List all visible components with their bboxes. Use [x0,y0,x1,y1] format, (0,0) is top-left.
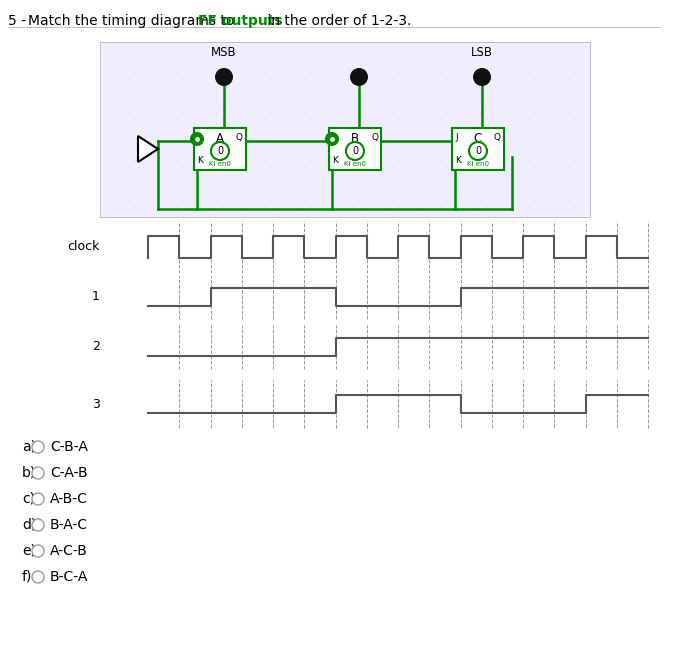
Text: Q: Q [371,133,378,142]
Text: Kl en0: Kl en0 [467,161,489,167]
Bar [329,128,381,170]
Text: clock: clock [68,241,100,254]
Circle shape [346,142,364,160]
Circle shape [32,493,44,505]
Text: B: B [351,132,359,145]
Polygon shape [138,136,158,162]
Text: in the order of 1-2-3.: in the order of 1-2-3. [263,14,411,28]
Text: Q: Q [236,133,243,142]
Text: 0: 0 [217,146,223,156]
Circle shape [211,142,229,160]
Text: 3: 3 [92,398,100,411]
Text: LSB: LSB [471,46,493,59]
Text: Q: Q [494,133,501,142]
Text: FF outputs: FF outputs [198,14,282,28]
Text: A-B-C: A-B-C [50,492,88,506]
Circle shape [32,571,44,583]
Bar [194,128,246,170]
Text: d): d) [22,518,37,532]
Text: K: K [332,156,338,165]
Circle shape [32,545,44,557]
Text: c): c) [22,492,35,506]
Text: K: K [455,156,461,165]
Text: J: J [332,133,335,142]
Circle shape [473,68,491,86]
Circle shape [32,467,44,479]
Bar [452,128,504,170]
Text: 1: 1 [92,291,100,303]
Text: Kl en0: Kl en0 [209,161,231,167]
Text: K: K [197,156,203,165]
Circle shape [32,441,44,453]
Text: B-A-C: B-A-C [50,518,88,532]
Text: MSB: MSB [212,46,237,59]
Text: A-C-B: A-C-B [50,544,88,558]
Text: B-C-A: B-C-A [50,570,88,584]
Text: Match the timing diagrams to: Match the timing diagrams to [28,14,239,28]
Text: J: J [455,133,457,142]
Text: C-B-A: C-B-A [50,440,88,454]
Text: Kl en0: Kl en0 [344,161,366,167]
Circle shape [350,68,368,86]
Text: f): f) [22,570,32,584]
Text: 0: 0 [475,146,481,156]
Text: C: C [474,132,482,145]
Text: C-A-B: C-A-B [50,466,88,480]
Text: 5 -: 5 - [8,14,26,28]
Circle shape [215,68,233,86]
Text: A: A [216,132,224,145]
Text: 2: 2 [92,340,100,353]
Text: a): a) [22,440,36,454]
Text: J: J [197,133,200,142]
Circle shape [32,519,44,531]
Circle shape [469,142,487,160]
Circle shape [325,132,339,146]
Text: b): b) [22,466,37,480]
Text: e): e) [22,544,36,558]
Bar [100,42,590,217]
Text: 0: 0 [352,146,358,156]
Circle shape [190,132,204,146]
